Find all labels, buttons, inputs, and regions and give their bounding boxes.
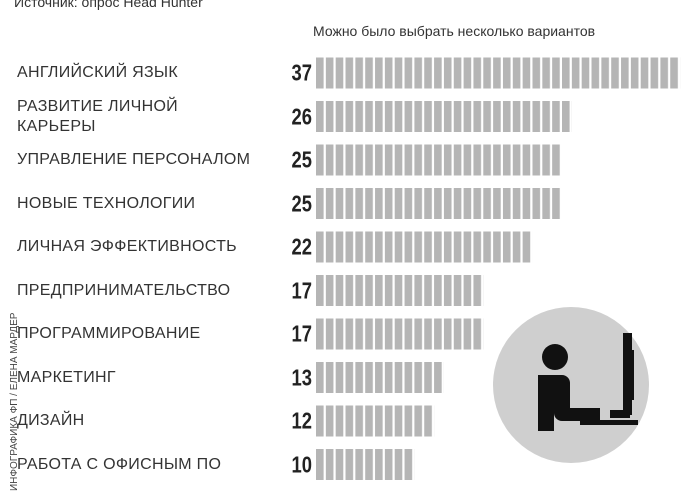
value-label: 26 <box>291 103 312 129</box>
computer-icon <box>493 307 649 463</box>
category-label: ПРОГРАММИРОВАНИЕ <box>17 325 201 342</box>
value-label: 37 <box>291 59 312 86</box>
bar <box>316 231 533 263</box>
bar <box>316 144 562 176</box>
bar <box>316 57 681 89</box>
bar <box>316 449 415 480</box>
category-label: РАБОТА С ОФИСНЫМ ПО <box>17 455 222 473</box>
category-label: УПРАВЛЕНИЕ ПЕРСОНАЛОМ <box>17 151 251 168</box>
value-label: 25 <box>291 146 312 173</box>
bar <box>316 405 435 437</box>
category-label: АНГЛИЙСКИЙ ЯЗЫК <box>17 64 179 81</box>
subtitle: Можно было выбрать несколько вариантов <box>313 23 596 39</box>
bar <box>316 101 572 132</box>
category-label: ПРЕДПРИНИМАТЕЛЬСТВО <box>17 281 231 299</box>
value-label: 22 <box>291 233 312 260</box>
value-label: 10 <box>291 451 312 477</box>
category-label: ЛИЧНАЯ ЭФФЕКТИВНОСТЬ <box>17 238 237 255</box>
category-label: МАРКЕТИНГ <box>17 368 116 386</box>
value-label: 12 <box>291 407 312 434</box>
bar <box>316 188 562 219</box>
value-label: 17 <box>291 277 312 303</box>
value-label: 17 <box>291 320 312 347</box>
category-label: НОВЫЕ ТЕХНОЛОГИИ <box>17 194 196 212</box>
bar <box>316 275 484 306</box>
value-label: 13 <box>291 364 312 390</box>
bar <box>316 362 444 393</box>
category-label: ДИЗАЙН <box>17 412 85 429</box>
bar <box>316 318 484 350</box>
value-label: 25 <box>291 190 312 216</box>
source: Источник: опрос Head Hunter <box>14 0 203 10</box>
category-label: РАЗВИТИЕ ЛИЧНОЙ КАРЬЕРЫ <box>17 97 178 135</box>
